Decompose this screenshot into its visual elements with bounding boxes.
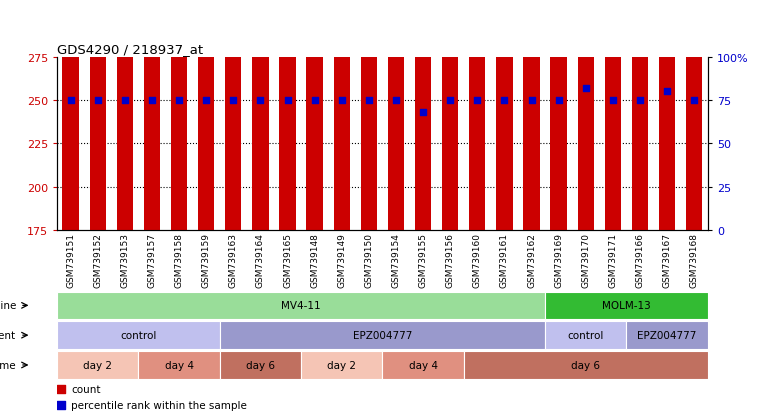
Bar	[301, 351, 382, 379]
Point	[390, 97, 402, 104]
Text: day 4: day 4	[409, 360, 438, 370]
Bar	[659, 0, 675, 231]
Bar	[116, 0, 133, 231]
Bar	[524, 0, 540, 231]
Text: count: count	[72, 384, 101, 394]
Point	[336, 97, 348, 104]
Bar	[62, 0, 78, 231]
Bar	[415, 0, 431, 231]
Text: control: control	[568, 330, 604, 340]
Text: EPZ004777: EPZ004777	[352, 330, 412, 340]
Point	[200, 97, 212, 104]
Bar	[388, 0, 404, 231]
Bar	[686, 0, 702, 231]
Text: day 2: day 2	[83, 360, 112, 370]
Point	[55, 385, 67, 392]
Point	[146, 97, 158, 104]
Point	[444, 97, 457, 104]
Point	[254, 97, 266, 104]
Bar	[144, 0, 160, 231]
Text: day 6: day 6	[572, 360, 600, 370]
Bar	[545, 322, 626, 349]
Point	[282, 97, 294, 104]
Point	[228, 97, 240, 104]
Bar	[307, 0, 323, 231]
Point	[580, 85, 592, 92]
Bar	[90, 0, 106, 231]
Bar	[225, 0, 241, 231]
Point	[607, 97, 619, 104]
Bar	[279, 0, 295, 231]
Bar	[57, 322, 220, 349]
Point	[471, 97, 483, 104]
Point	[363, 97, 375, 104]
Text: agent: agent	[0, 330, 16, 340]
Text: control: control	[120, 330, 157, 340]
Bar	[198, 0, 215, 231]
Point	[308, 97, 320, 104]
Point	[65, 97, 77, 104]
Bar	[220, 351, 301, 379]
Point	[119, 97, 131, 104]
Bar	[605, 0, 621, 231]
Bar	[442, 0, 458, 231]
Text: GDS4290 / 218937_at: GDS4290 / 218937_at	[57, 43, 203, 56]
Bar	[578, 0, 594, 231]
Text: day 2: day 2	[327, 360, 356, 370]
Point	[552, 97, 565, 104]
Bar	[545, 292, 708, 319]
Point	[634, 97, 646, 104]
Bar	[469, 0, 486, 231]
Point	[173, 97, 185, 104]
Text: day 6: day 6	[246, 360, 275, 370]
Point	[417, 109, 429, 116]
Text: day 4: day 4	[164, 360, 193, 370]
Bar	[220, 322, 545, 349]
Bar	[252, 0, 269, 231]
Bar	[171, 0, 187, 231]
Bar	[496, 0, 512, 231]
Bar	[632, 0, 648, 231]
Point	[91, 97, 103, 104]
Bar	[361, 0, 377, 231]
Bar	[57, 292, 545, 319]
Bar	[333, 0, 350, 231]
Point	[498, 97, 511, 104]
Text: EPZ004777: EPZ004777	[638, 330, 697, 340]
Text: cell line: cell line	[0, 301, 16, 311]
Text: percentile rank within the sample: percentile rank within the sample	[72, 400, 247, 411]
Point	[661, 89, 673, 95]
Text: MOLM-13: MOLM-13	[602, 301, 651, 311]
Bar	[463, 351, 708, 379]
Text: MV4-11: MV4-11	[282, 301, 321, 311]
Text: time: time	[0, 360, 16, 370]
Bar	[382, 351, 463, 379]
Point	[525, 97, 537, 104]
Bar	[626, 322, 708, 349]
Bar	[550, 0, 567, 231]
Point	[55, 402, 67, 409]
Point	[688, 97, 700, 104]
Bar	[57, 351, 139, 379]
Bar	[139, 351, 220, 379]
